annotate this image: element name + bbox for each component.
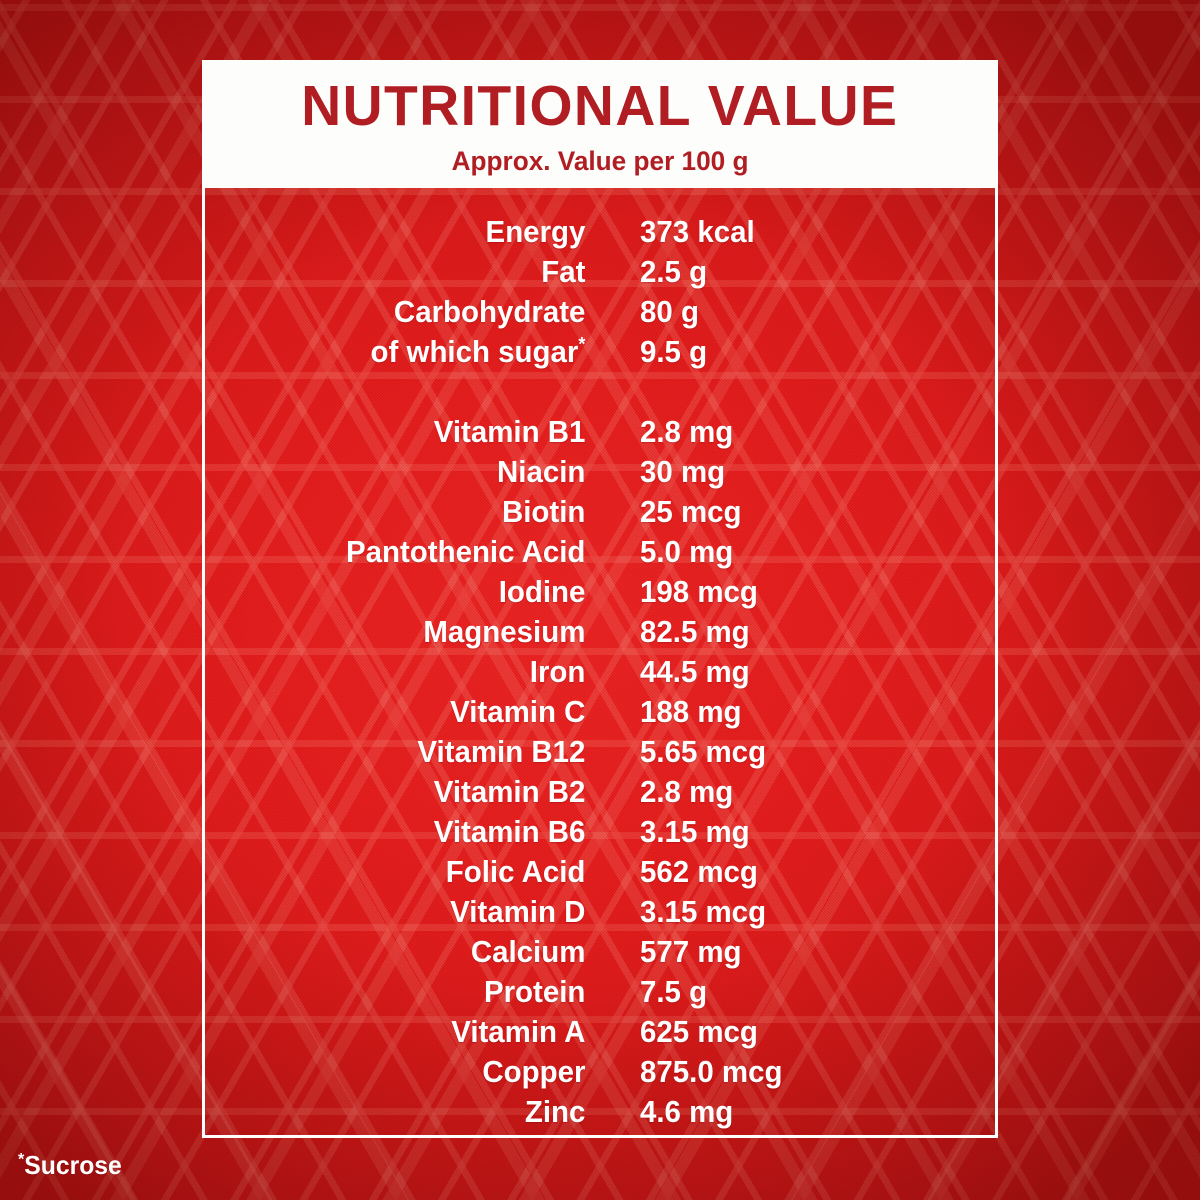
nutrient-row: Protein 7.5 g xyxy=(202,972,998,1012)
nutrition-table: Energy 373 kcal Fat 2.5 g Carbohydrate 80 g of… xyxy=(202,212,998,1132)
nutrient-value: 4.6 mg xyxy=(640,1094,734,1129)
nutrient-row: Iron 44.5 mg xyxy=(202,652,998,692)
nutrient-label: Vitamin B1 xyxy=(433,414,586,449)
nutrient-value: 198 mcg xyxy=(640,574,759,609)
nutrient-label: Folic Acid xyxy=(445,854,586,889)
footnote-marker-icon: * xyxy=(578,334,586,356)
nutrient-label: Copper xyxy=(482,1054,586,1089)
nutrient-row: Vitamin B2 2.8 mg xyxy=(202,772,998,812)
nutrient-label: Vitamin A xyxy=(451,1014,586,1049)
nutrient-value: 577 mg xyxy=(640,934,742,969)
nutrient-row: Folic Acid 562 mcg xyxy=(202,852,998,892)
nutrient-label: Biotin xyxy=(501,494,586,529)
nutrition-table-frame xyxy=(202,60,998,1138)
footnote-text: Sucrose xyxy=(24,1150,122,1180)
nutrient-label: Vitamin B2 xyxy=(433,774,586,809)
nutrient-label: Vitamin C xyxy=(450,694,586,729)
page-title: NUTRITIONAL VALUE xyxy=(301,73,899,138)
nutrient-value: 2.8 mg xyxy=(640,774,734,809)
nutrient-value: 7.5 g xyxy=(640,974,708,1009)
nutrient-label: Energy xyxy=(485,214,586,249)
nutrient-row: Carbohydrate 80 g xyxy=(202,292,998,332)
nutrient-label: Carbohydrate xyxy=(393,294,586,329)
nutrient-value: 5.65 mcg xyxy=(640,734,767,769)
nutrient-value: 875.0 mcg xyxy=(640,1054,783,1089)
nutrient-label: Iodine xyxy=(498,574,586,609)
nutrient-label: Zinc xyxy=(524,1094,586,1129)
nutrient-row: Vitamin B12 5.65 mcg xyxy=(202,732,998,772)
nutrient-row: Vitamin A 625 mcg xyxy=(202,1012,998,1052)
nutrient-row: Pantothenic Acid 5.0 mg xyxy=(202,532,998,572)
nutrient-label: Vitamin D xyxy=(450,894,586,929)
nutrient-row: Zinc 4.6 mg xyxy=(202,1092,998,1132)
nutrient-label: of which sugar* xyxy=(370,334,586,369)
nutrient-value: 3.15 mg xyxy=(640,814,751,849)
nutrient-value: 82.5 mg xyxy=(640,614,751,649)
page-subtitle: Approx. Value per 100 g xyxy=(451,145,749,176)
nutrient-row: Copper 875.0 mcg xyxy=(202,1052,998,1092)
footnote-marker: * xyxy=(18,1149,25,1169)
nutrient-value: 625 mcg xyxy=(640,1014,759,1049)
nutrient-label: Iron xyxy=(529,654,586,689)
nutrient-row: Niacin 30 mg xyxy=(202,452,998,492)
nutrient-value: 9.5 g xyxy=(640,334,708,369)
nutrient-label: Pantothenic Acid xyxy=(345,534,586,569)
nutrient-value: 373 kcal xyxy=(640,214,756,249)
nutrient-value: 3.15 mcg xyxy=(640,894,767,929)
nutrient-row: Iodine 198 mcg xyxy=(202,572,998,612)
nutrient-row: Vitamin B1 2.8 mg xyxy=(202,412,998,452)
section-spacer xyxy=(202,372,998,412)
nutrient-label: Fat xyxy=(541,254,586,289)
nutrient-label: Niacin xyxy=(497,454,586,489)
nutrient-label: Magnesium xyxy=(423,614,586,649)
nutrient-value: 188 mg xyxy=(640,694,742,729)
nutrient-value: 5.0 mg xyxy=(640,534,734,569)
nutrient-value: 30 mg xyxy=(640,454,726,489)
nutrient-value: 562 mcg xyxy=(640,854,759,889)
nutrient-row: of which sugar* 9.5 g xyxy=(202,332,998,372)
nutrient-value: 2.5 g xyxy=(640,254,708,289)
nutrient-row: Magnesium 82.5 mg xyxy=(202,612,998,652)
nutrient-label: Vitamin B6 xyxy=(433,814,586,849)
nutrient-row: Fat 2.5 g xyxy=(202,252,998,292)
nutrient-value: 44.5 mg xyxy=(640,654,751,689)
nutrient-row: Vitamin D 3.15 mcg xyxy=(202,892,998,932)
nutrition-header-banner: NUTRITIONAL VALUE Approx. Value per 100 … xyxy=(202,60,998,188)
nutrient-row: Vitamin C 188 mg xyxy=(202,692,998,732)
nutrient-label: Vitamin B12 xyxy=(417,734,586,769)
nutrient-row: Calcium 577 mg xyxy=(202,932,998,972)
nutrient-row: Biotin 25 mcg xyxy=(202,492,998,532)
nutrient-label: Protein xyxy=(483,974,586,1009)
nutrient-value: 25 mcg xyxy=(640,494,742,529)
nutrient-row: Vitamin B6 3.15 mg xyxy=(202,812,998,852)
nutrient-label: Calcium xyxy=(470,934,586,969)
nutrient-row: Energy 373 kcal xyxy=(202,212,998,252)
footnote: *Sucrose xyxy=(18,1149,122,1180)
nutrient-value: 80 g xyxy=(640,294,700,329)
nutrient-value: 2.8 mg xyxy=(640,414,734,449)
